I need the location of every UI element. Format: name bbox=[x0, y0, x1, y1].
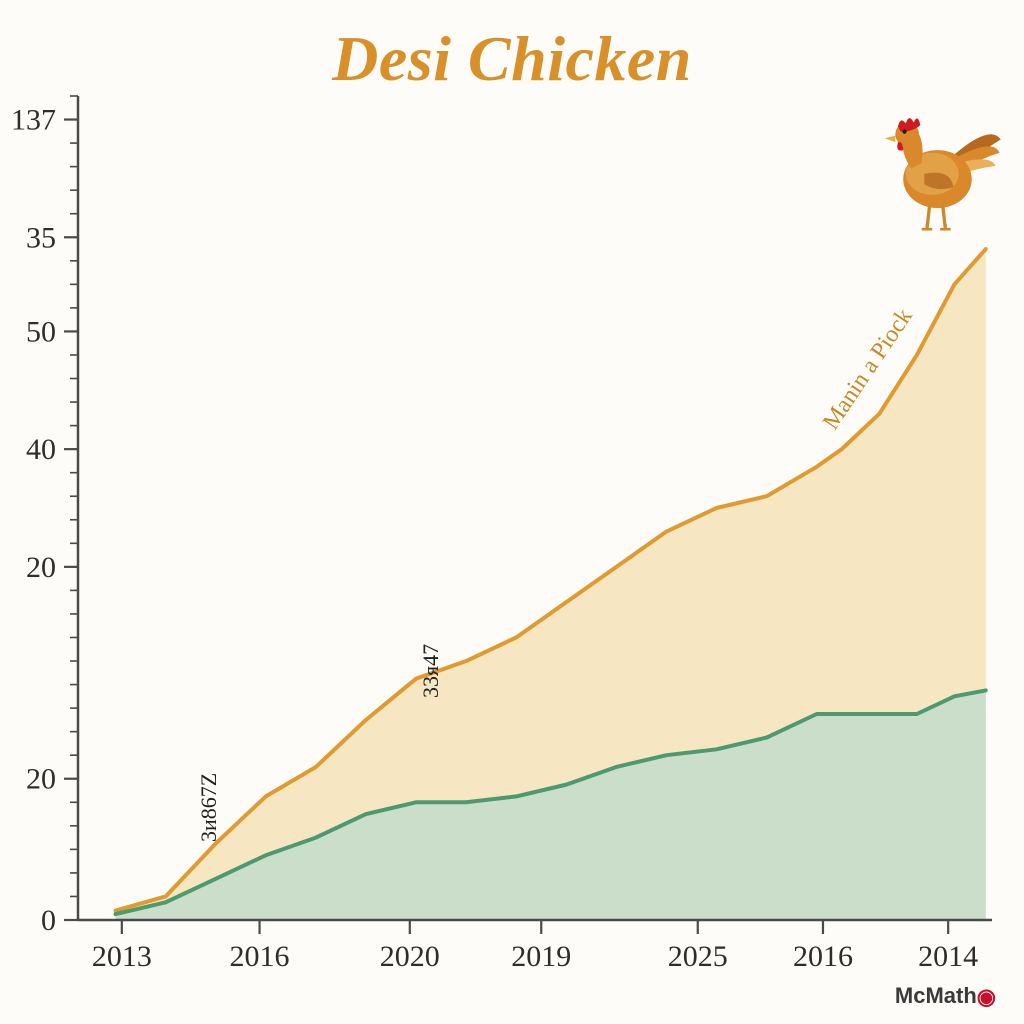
svg-text:2014: 2014 bbox=[918, 940, 978, 973]
svg-text:20: 20 bbox=[26, 551, 56, 584]
chicken-icon bbox=[870, 100, 1005, 245]
svg-text:2025: 2025 bbox=[668, 940, 728, 973]
svg-text:2020: 2020 bbox=[380, 940, 440, 973]
chart-container: Desi Chicken 020204050351372013201620202… bbox=[0, 0, 1024, 1024]
svg-text:2016: 2016 bbox=[793, 940, 853, 973]
svg-text:2019: 2019 bbox=[511, 940, 571, 973]
inline-label-0: 3ᴎ867Z bbox=[196, 773, 222, 842]
brand-text: McMath bbox=[895, 983, 977, 1008]
svg-text:2016: 2016 bbox=[230, 940, 290, 973]
svg-text:40: 40 bbox=[26, 433, 56, 466]
svg-text:0: 0 bbox=[41, 904, 56, 937]
brand-watermark: McMath◉ bbox=[895, 983, 996, 1010]
svg-text:137: 137 bbox=[11, 104, 56, 137]
svg-text:50: 50 bbox=[26, 315, 56, 348]
svg-text:2013: 2013 bbox=[92, 940, 152, 973]
inline-label-1: 33ᴙ47 bbox=[418, 644, 444, 698]
svg-text:20: 20 bbox=[26, 763, 56, 796]
svg-text:35: 35 bbox=[26, 221, 56, 254]
brand-accent-icon: ◉ bbox=[977, 984, 996, 1010]
